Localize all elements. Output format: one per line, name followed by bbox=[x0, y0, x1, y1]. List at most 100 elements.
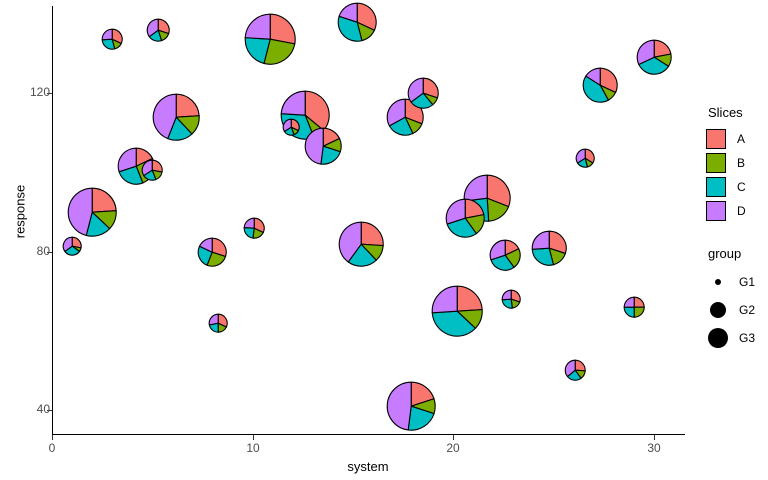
pie-slice-a bbox=[270, 14, 297, 46]
pie-marker bbox=[407, 77, 439, 109]
pie-slice-c bbox=[532, 247, 555, 266]
pie-slice-a bbox=[633, 296, 645, 308]
pie-marker bbox=[564, 359, 587, 382]
legend-group-label: G2 bbox=[739, 303, 756, 317]
pie-slice-d bbox=[489, 240, 506, 261]
pie-slice-c bbox=[337, 15, 363, 42]
pie-slice-d bbox=[152, 93, 177, 140]
legend-swatch-d bbox=[706, 201, 726, 221]
pie-slice-d bbox=[304, 128, 324, 166]
pie-slice-d bbox=[501, 289, 512, 301]
pie-marker bbox=[243, 217, 266, 239]
pie-slice-d bbox=[117, 147, 137, 173]
pie-marker bbox=[489, 239, 521, 272]
legend-group-rows: G1 G2 G3 bbox=[706, 268, 755, 352]
pie-slice-c bbox=[245, 37, 272, 65]
pie-marker bbox=[244, 13, 297, 66]
pie-slice-a bbox=[599, 67, 618, 94]
pie-slice-c bbox=[446, 217, 478, 238]
pie-marker bbox=[141, 159, 163, 181]
legend-slices-label: D bbox=[737, 204, 746, 218]
legend-dot-box bbox=[706, 298, 730, 322]
legend-group-title: group bbox=[708, 246, 742, 261]
pie-marker bbox=[445, 198, 485, 238]
legend-slices-title: Slices bbox=[708, 105, 743, 120]
legend-swatch-b bbox=[706, 153, 726, 173]
pie-slice-d bbox=[386, 381, 412, 431]
legend-group-item-g1[interactable]: G1 bbox=[706, 268, 755, 296]
legend-swatch-c bbox=[706, 177, 726, 197]
pie-marker bbox=[152, 93, 200, 141]
pie-marker bbox=[67, 187, 117, 237]
legend-size-dot-g2 bbox=[710, 302, 726, 318]
pie-marker bbox=[208, 313, 229, 333]
pie-slice-d bbox=[636, 39, 655, 66]
pie-slice-d bbox=[386, 98, 406, 127]
pie-marker bbox=[101, 28, 123, 51]
pie-slice-a bbox=[549, 230, 568, 254]
pie-slice-c bbox=[118, 165, 144, 186]
pie-slice-c bbox=[623, 306, 635, 318]
y-axis-title: response bbox=[12, 184, 28, 239]
pie-slice-c bbox=[244, 226, 256, 239]
pie-marker bbox=[531, 230, 568, 266]
pie-slice-c bbox=[101, 39, 116, 51]
legend-dot-box bbox=[706, 326, 730, 350]
x-tick-label: 0 bbox=[48, 441, 56, 455]
pie-marker bbox=[386, 381, 436, 431]
pie-slice-c bbox=[431, 310, 477, 337]
y-tick-mark bbox=[47, 93, 52, 94]
pie-slice-d bbox=[576, 149, 587, 165]
pie-marker bbox=[337, 2, 377, 42]
pie-slice-d bbox=[146, 18, 159, 38]
x-tick-mark bbox=[253, 435, 254, 440]
pie-slice-d bbox=[584, 67, 601, 87]
pie-marker bbox=[304, 127, 342, 166]
y-tick-label: 40 bbox=[36, 402, 50, 416]
pie-slice-a bbox=[486, 174, 511, 208]
pie-slice-c bbox=[501, 298, 514, 309]
legend-slices-label: B bbox=[737, 156, 746, 170]
pie-slice-a bbox=[360, 221, 384, 246]
legend-group-item-g2[interactable]: G2 bbox=[706, 296, 755, 324]
legend-slices-label: C bbox=[737, 180, 746, 194]
legend-group-label: G3 bbox=[739, 331, 756, 345]
pie-slice-a bbox=[356, 2, 377, 31]
pie-slice-d bbox=[62, 236, 73, 252]
pie-slice-d bbox=[565, 360, 577, 378]
pie-slice-b bbox=[633, 306, 645, 318]
legend-slices-item-a[interactable]: A bbox=[706, 127, 746, 151]
pie-slice-a bbox=[304, 90, 330, 132]
pie-slice-d bbox=[244, 217, 256, 229]
x-tick-label: 20 bbox=[446, 441, 460, 455]
y-tick-mark bbox=[47, 410, 52, 411]
legend-slices-item-d[interactable]: D bbox=[706, 199, 746, 223]
pie-slice-a bbox=[175, 93, 200, 118]
pie-slice-a bbox=[456, 285, 483, 312]
legend-slices-item-b[interactable]: B bbox=[706, 151, 746, 175]
legend-slices-item-c[interactable]: C bbox=[706, 175, 746, 199]
y-tick-label: 120 bbox=[29, 85, 50, 99]
legend-group-item-g3[interactable]: G3 bbox=[706, 324, 755, 352]
pie-slice-d bbox=[280, 90, 306, 116]
pie-slice-d bbox=[282, 118, 292, 132]
pie-slice-a bbox=[91, 187, 117, 213]
pie-slice-d bbox=[101, 29, 113, 41]
pie-marker bbox=[197, 237, 227, 267]
panel-axis-line-x bbox=[52, 434, 685, 435]
pie-marker bbox=[431, 285, 483, 337]
pie-slice-d bbox=[431, 285, 458, 314]
pie-marker bbox=[582, 67, 618, 103]
pie-slice-c bbox=[407, 405, 435, 431]
legend-swatch-a bbox=[706, 129, 726, 149]
pie-marker bbox=[636, 39, 672, 76]
pie-marker bbox=[146, 18, 170, 42]
legend-dot-box bbox=[706, 270, 730, 294]
x-tick-label: 10 bbox=[246, 441, 260, 455]
pie-slice-d bbox=[338, 2, 358, 23]
pie-slice-d bbox=[407, 77, 424, 103]
x-axis-title: system bbox=[347, 459, 389, 474]
pie-slice-d bbox=[338, 221, 362, 263]
